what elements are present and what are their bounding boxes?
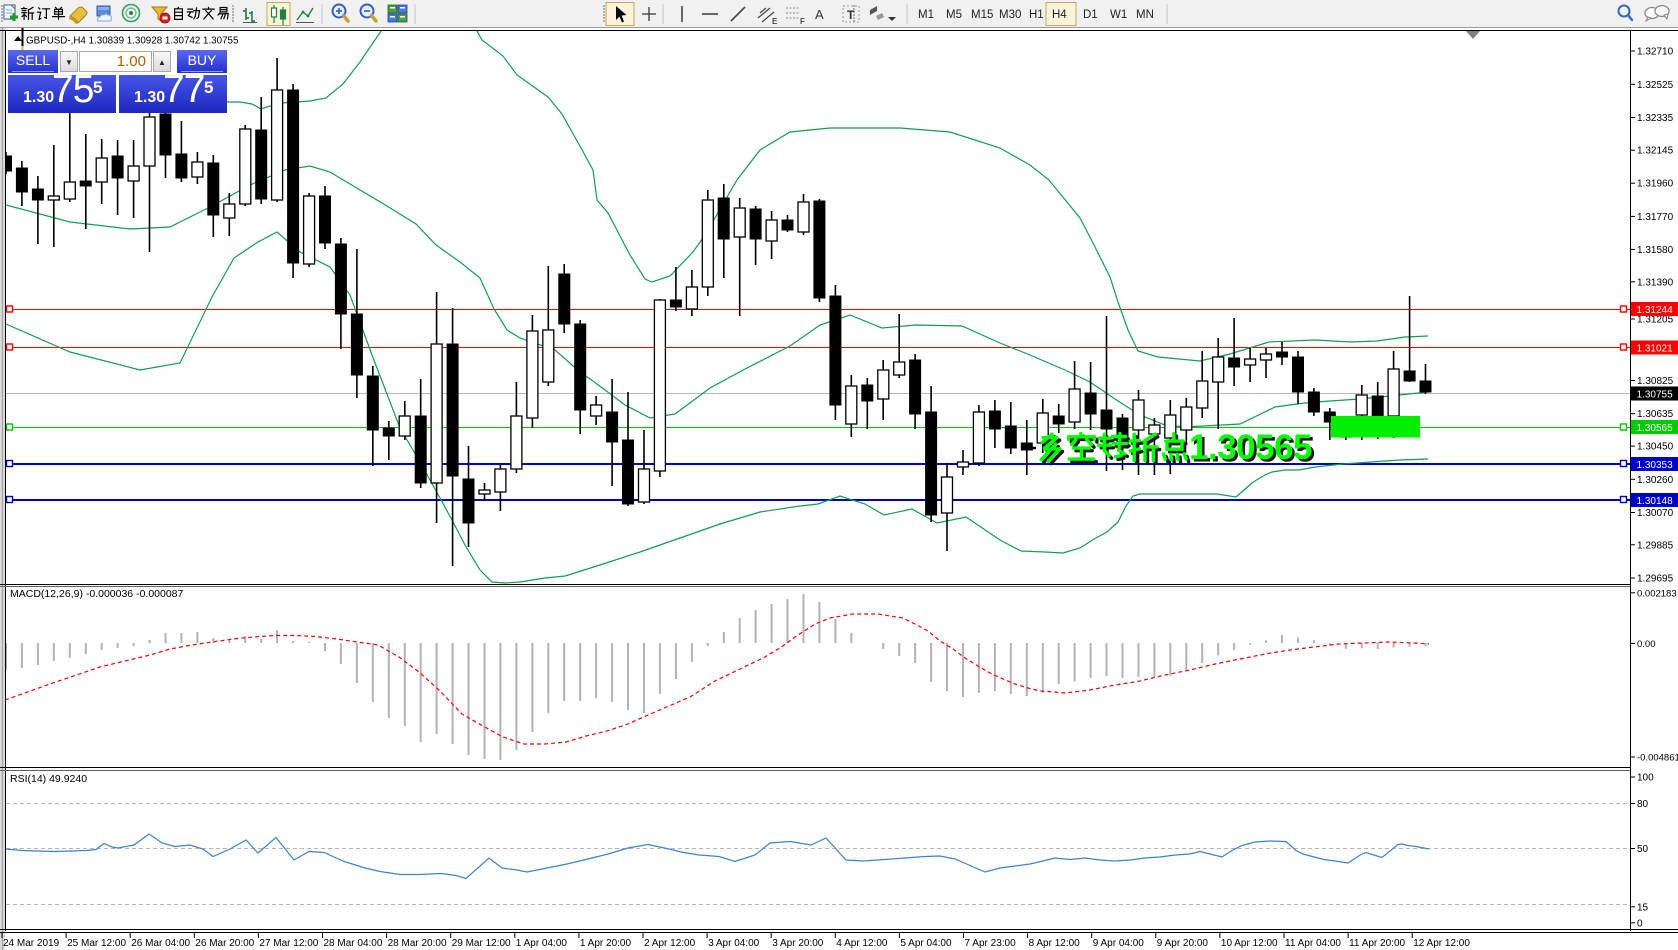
- svg-text:GBPUSD-,H4 1.30839 1.30928 1.: GBPUSD-,H4 1.30839 1.30928 1.30742 1.307…: [26, 36, 239, 47]
- svg-text:M30: M30: [999, 9, 1021, 21]
- svg-text:M15: M15: [971, 9, 993, 21]
- svg-text:1.31021: 1.31021: [1637, 343, 1674, 354]
- svg-text:26 Mar 04:00: 26 Mar 04:00: [131, 938, 190, 949]
- svg-text:RSI(14) 49.9240: RSI(14) 49.9240: [10, 773, 87, 785]
- svg-text:D1: D1: [1083, 9, 1098, 21]
- svg-text:9 Apr 04:00: 9 Apr 04:00: [1093, 938, 1145, 949]
- svg-text:1 Apr 20:00: 1 Apr 20:00: [580, 938, 632, 949]
- svg-text:3 Apr 04:00: 3 Apr 04:00: [708, 938, 760, 949]
- svg-text:F: F: [800, 17, 805, 26]
- svg-text:1.32145: 1.32145: [1637, 146, 1674, 157]
- svg-text:10 Apr 12:00: 10 Apr 12:00: [1221, 938, 1278, 949]
- svg-text:0.00: 0.00: [1637, 639, 1656, 650]
- svg-text:1.30260: 1.30260: [1637, 475, 1674, 486]
- svg-text:1.30353: 1.30353: [1637, 460, 1674, 471]
- svg-text:1.31205: 1.31205: [1637, 315, 1674, 326]
- svg-text:2 Apr 12:00: 2 Apr 12:00: [644, 938, 696, 949]
- svg-text:9 Apr 20:00: 9 Apr 20:00: [1157, 938, 1209, 949]
- svg-text:1.31770: 1.31770: [1637, 212, 1674, 223]
- svg-text:1.30825: 1.30825: [1637, 376, 1674, 387]
- svg-text:1.31580: 1.31580: [1637, 245, 1674, 256]
- svg-text:1 Apr 04:00: 1 Apr 04:00: [516, 938, 568, 949]
- svg-text:1.30635: 1.30635: [1637, 409, 1674, 420]
- svg-text:A: A: [815, 7, 824, 22]
- svg-text:0.002183: 0.002183: [1637, 588, 1677, 599]
- svg-text:26 Mar 20:00: 26 Mar 20:00: [195, 938, 254, 949]
- svg-text:50: 50: [1637, 844, 1649, 855]
- svg-text:W1: W1: [1110, 9, 1127, 21]
- svg-text:MN: MN: [1136, 9, 1154, 21]
- svg-text:1.32525: 1.32525: [1637, 80, 1674, 91]
- svg-text:T: T: [847, 8, 855, 22]
- svg-text:15: 15: [1637, 902, 1649, 913]
- svg-text:1.30565: 1.30565: [1189, 428, 1312, 467]
- svg-text:1.31960: 1.31960: [1637, 179, 1674, 190]
- svg-text:7 Apr 23:00: 7 Apr 23:00: [965, 938, 1017, 949]
- svg-text:80: 80: [1637, 799, 1649, 810]
- svg-text:1.31390: 1.31390: [1637, 277, 1674, 288]
- svg-text:1.32710: 1.32710: [1637, 47, 1674, 58]
- svg-text:1.29885: 1.29885: [1637, 540, 1674, 551]
- svg-text:5 Apr 04:00: 5 Apr 04:00: [900, 938, 952, 949]
- svg-text:8 Apr 12:00: 8 Apr 12:00: [1029, 938, 1081, 949]
- svg-text:28 Mar 20:00: 28 Mar 20:00: [388, 938, 447, 949]
- svg-text:100: 100: [1637, 773, 1654, 784]
- svg-text:1.30755: 1.30755: [1637, 389, 1674, 400]
- svg-text:29 Mar 12:00: 29 Mar 12:00: [452, 938, 511, 949]
- svg-text:28 Mar 04:00: 28 Mar 04:00: [324, 938, 383, 949]
- svg-text:11 Apr 20:00: 11 Apr 20:00: [1349, 938, 1405, 949]
- svg-text:11 Apr 04:00: 11 Apr 04:00: [1285, 938, 1341, 949]
- svg-text:1.30565: 1.30565: [1637, 423, 1674, 434]
- svg-text:12 Apr 12:00: 12 Apr 12:00: [1413, 938, 1470, 949]
- svg-text:H1: H1: [1029, 9, 1044, 21]
- svg-text:1.30148: 1.30148: [1637, 496, 1674, 507]
- svg-text:E: E: [772, 17, 777, 26]
- svg-text:27 Mar 12:00: 27 Mar 12:00: [259, 938, 318, 949]
- svg-text:4 Apr 12:00: 4 Apr 12:00: [836, 938, 888, 949]
- svg-text:1.29695: 1.29695: [1637, 574, 1674, 585]
- svg-text:MACD(12,26,9) -0.000036 -0.000: MACD(12,26,9) -0.000036 -0.000087: [10, 588, 184, 600]
- svg-text:24 Mar 2019: 24 Mar 2019: [3, 938, 60, 949]
- svg-text:0: 0: [1637, 918, 1643, 929]
- svg-text:M5: M5: [946, 9, 962, 21]
- svg-text:H4: H4: [1052, 9, 1067, 21]
- svg-text:-0.004861: -0.004861: [1637, 753, 1678, 764]
- svg-text:1.30565: 1.30565: [1192, 431, 1315, 470]
- svg-text:1.30450: 1.30450: [1637, 442, 1674, 453]
- svg-text:1.32335: 1.32335: [1637, 113, 1674, 124]
- svg-text:3 Apr 20:00: 3 Apr 20:00: [772, 938, 824, 949]
- svg-text:25 Mar 12:00: 25 Mar 12:00: [67, 938, 126, 949]
- svg-text:1.30070: 1.30070: [1637, 508, 1674, 519]
- svg-text:1.31244: 1.31244: [1637, 305, 1674, 316]
- svg-text:M1: M1: [918, 9, 934, 21]
